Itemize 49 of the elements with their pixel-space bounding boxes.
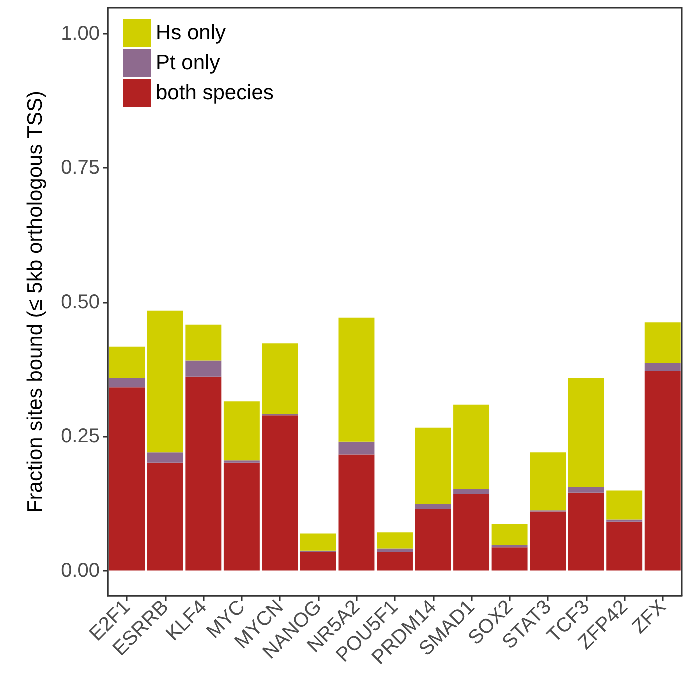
bar (109, 388, 146, 571)
bar (338, 318, 375, 442)
bar (300, 534, 336, 551)
bar (568, 492, 604, 571)
bar (186, 376, 222, 571)
bar (530, 512, 566, 571)
bar (492, 524, 528, 545)
bar (377, 548, 413, 552)
y-tick-label: 0.25 (61, 426, 100, 448)
bar (147, 310, 184, 453)
bar (492, 548, 528, 571)
bar (492, 544, 528, 548)
bar (644, 372, 681, 571)
bar (224, 462, 260, 571)
bar (644, 322, 681, 363)
bar (224, 402, 260, 461)
bar (454, 494, 490, 571)
y-tick-label: 0.50 (61, 291, 100, 314)
bar (454, 404, 490, 490)
legend-label: both species (156, 82, 274, 104)
bar (186, 324, 222, 361)
bar (377, 532, 413, 549)
bar (262, 344, 298, 414)
y-tick-label: 1.00 (61, 22, 100, 45)
bar (568, 378, 604, 488)
bar (262, 416, 298, 571)
legend-label: Pt only (156, 52, 221, 74)
bar (606, 490, 643, 520)
bar (415, 428, 452, 504)
bar (109, 378, 146, 388)
bar (109, 346, 146, 378)
bar (186, 360, 222, 377)
bar (338, 454, 375, 571)
bar (568, 488, 604, 493)
y-tick-label: 0.00 (61, 560, 100, 582)
bar (415, 504, 452, 510)
bar (454, 489, 490, 494)
bar (606, 522, 643, 571)
bar (530, 452, 566, 511)
bar (338, 442, 375, 455)
bar (644, 362, 681, 372)
bar (377, 552, 413, 571)
y-axis-title: Fraction sites bound (≤ 5kb orthologous TSS) (24, 90, 47, 514)
bar (415, 509, 452, 571)
bar (147, 452, 184, 463)
bar (300, 552, 336, 571)
y-tick-label: 0.75 (61, 157, 100, 180)
bar (147, 462, 184, 571)
legend-label: Hs only (156, 22, 227, 44)
